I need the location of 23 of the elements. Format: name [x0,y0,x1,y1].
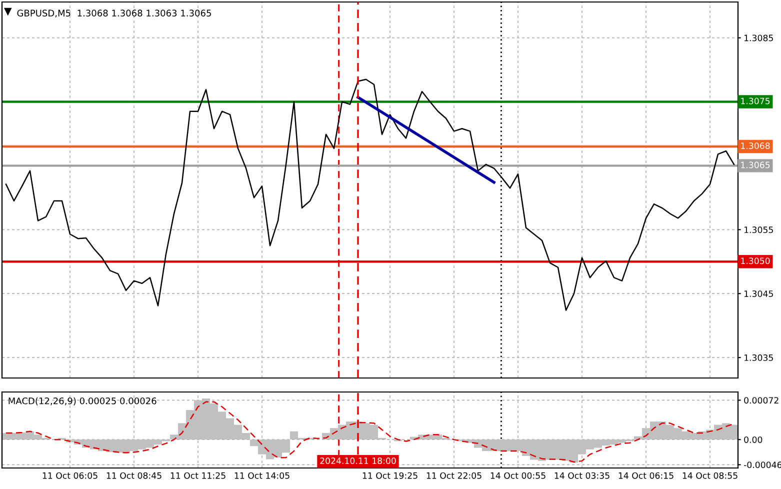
text: GBPUSD,M5 1.3068 1.3068 1.3063 1.3065 [17,10,211,18]
x-tick-label: 11 Oct 08:45 [106,472,162,479]
x-tick-label: 11 Oct 14:05 [234,472,290,479]
y-tick-label: 0.00 [744,436,762,443]
y-tick-label: 0.00072 [744,397,778,404]
x-tick-label: 2024.10.11 18:00 [320,458,396,464]
ref-line-label: 1.3050 [741,258,770,264]
x-tick-label: 14 Oct 08:55 [682,472,738,479]
x-tick-label: 11 Oct 11:25 [170,472,226,479]
x-tick-label: 11 Oct 19:25 [362,472,418,479]
x-tick-label: 14 Oct 03:35 [554,472,610,479]
ref-line-label: 1.3068 [741,142,770,150]
y-tick-label: 1.3035 [744,354,773,361]
y-tick-label: 1.3085 [744,34,773,42]
x-tick-label: 11 Oct 22:05 [426,472,482,479]
ref-line-label: 1.3065 [741,162,770,168]
y-tick-label: 1.3045 [744,290,773,297]
text: MACD(12,26,9) 0.00025 0.00026 [8,397,156,406]
y-tick-label: 1.3055 [744,226,773,234]
ref-line-label: 1.3075 [741,98,770,104]
x-tick-label: 14 Oct 00:55 [490,472,546,479]
x-tick-label: 11 Oct 06:05 [42,472,98,479]
x-tick-label: 14 Oct 06:15 [618,472,674,479]
